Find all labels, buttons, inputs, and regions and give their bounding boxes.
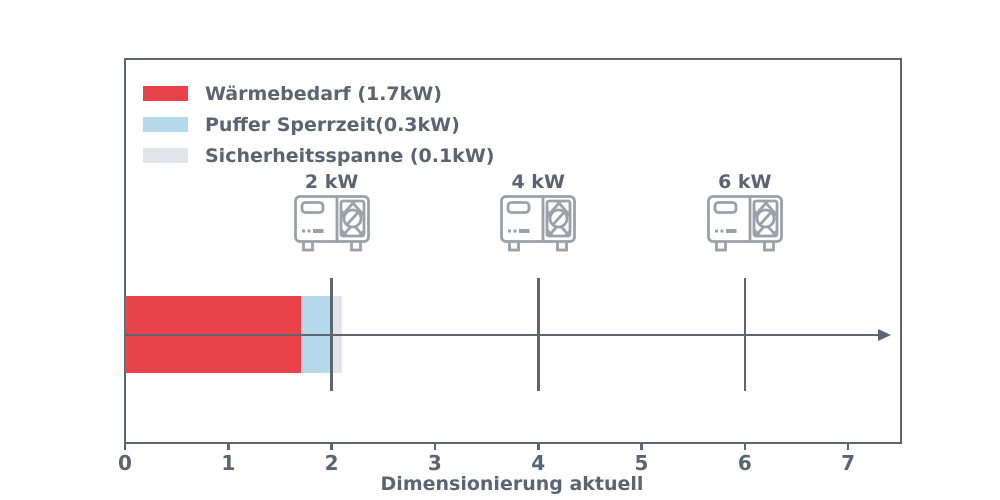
vline-6kw	[743, 278, 747, 391]
legend-label-puffer-sperrzeit: Puffer Sperrzeit(0.3kW)	[205, 113, 460, 136]
legend-item: Sicherheitsspanne (0.1kW)	[143, 140, 494, 171]
axis-arrow-line	[125, 333, 880, 336]
legend: Wärmebedarf (1.7kW) Puffer Sperrzeit(0.3…	[143, 78, 494, 171]
xtick-mark	[227, 443, 230, 450]
heat-pump-icon	[707, 195, 783, 257]
legend-item: Wärmebedarf (1.7kW)	[143, 78, 494, 109]
xtick-label-1: 1	[221, 451, 236, 475]
xtick-label-6: 6	[737, 451, 752, 475]
legend-swatch-sicherheitsspanne	[143, 148, 188, 163]
marker-label-4kw: 4 kW	[511, 171, 565, 193]
xtick-label-4: 4	[531, 451, 546, 475]
marker-2kw: 2 kW	[290, 170, 374, 257]
xtick-label-3: 3	[427, 451, 442, 475]
marker-label-6kw: 6 kW	[718, 171, 772, 193]
xtick-mark	[537, 443, 540, 450]
xtick-label-0: 0	[118, 451, 132, 475]
xtick-mark	[846, 443, 850, 450]
xtick-mark	[433, 443, 437, 450]
marker-label-2kw: 2 kW	[304, 171, 359, 193]
marker-4kw: 4 kW	[496, 170, 580, 257]
heat-pump-icon	[294, 195, 370, 257]
legend-swatch-waermebedarf	[143, 86, 188, 101]
vline-4kw	[537, 278, 540, 391]
xtick-mark	[123, 443, 127, 450]
plot-frame	[124, 58, 902, 444]
xtick-label-2: 2	[324, 451, 339, 475]
x-axis-title: Dimensionierung aktuell	[380, 473, 644, 495]
xtick-mark	[330, 443, 333, 450]
marker-6kw: 6 kW	[703, 170, 787, 257]
legend-item: Puffer Sperrzeit(0.3kW)	[143, 109, 494, 140]
vline-2kw	[330, 278, 333, 391]
xtick-label-7: 7	[841, 451, 856, 475]
legend-swatch-puffer-sperrzeit	[143, 117, 188, 132]
legend-label-sicherheitsspanne: Sicherheitsspanne (0.1kW)	[205, 144, 495, 167]
axis-arrow-head	[878, 328, 891, 341]
legend-label-waermebedarf: Wärmebedarf (1.7kW)	[205, 82, 442, 105]
heat-pump-icon	[500, 195, 576, 257]
xtick-mark	[640, 443, 643, 450]
xtick-label-5: 5	[634, 451, 649, 475]
xtick-mark	[743, 443, 747, 450]
